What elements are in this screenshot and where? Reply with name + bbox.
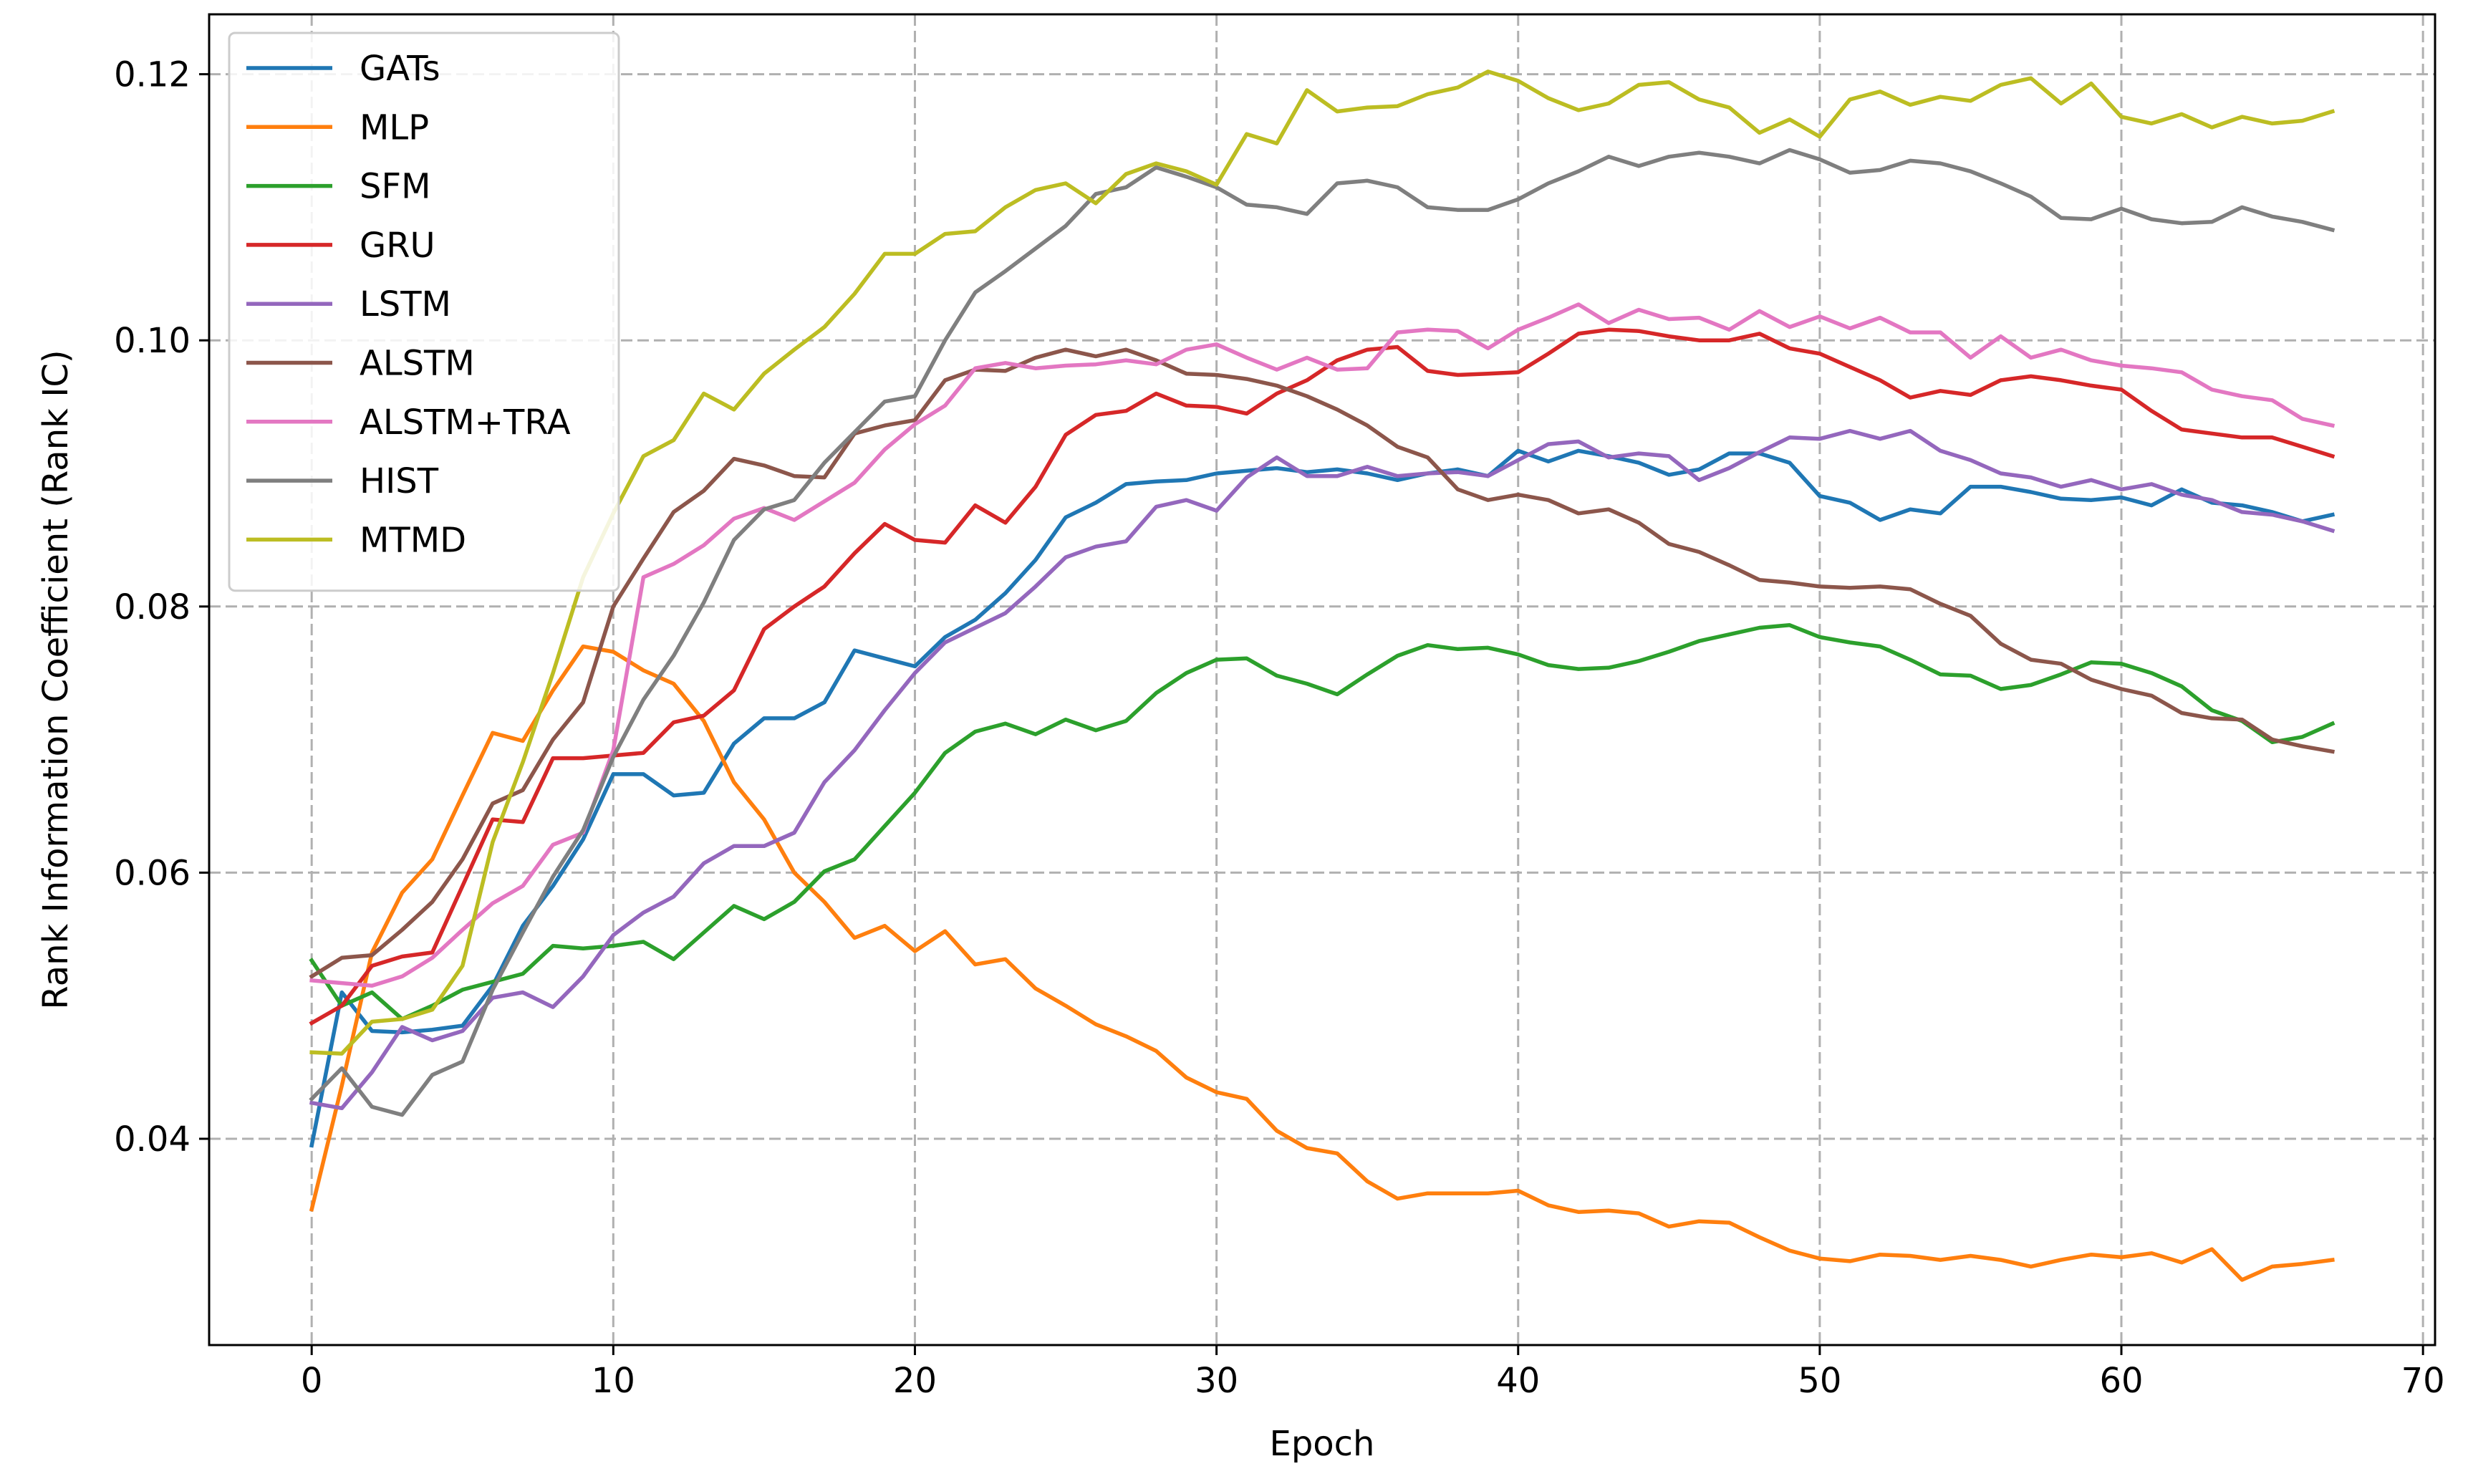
x-axis: 0 10 20 30 40 50 60 70 (301, 1345, 2445, 1401)
y-tick-label: 0.12 (114, 55, 191, 95)
legend-label-gats: GATs (360, 49, 440, 89)
series-line-gru (309, 327, 2336, 1026)
series-line-lstm (309, 428, 2336, 1111)
legend-label-hist: HIST (360, 461, 439, 501)
series-line-alstm (309, 347, 2335, 980)
x-tick-label: 70 (2401, 1361, 2445, 1401)
x-tick-label: 10 (592, 1361, 635, 1401)
series-line-alstm-tra (309, 302, 2336, 988)
series-line-mtmd (309, 69, 2336, 1056)
legend-box (228, 32, 620, 592)
series-line-mlp (309, 644, 2335, 1282)
legend-label-alstm-tra: ALSTM+TRA (360, 403, 571, 443)
legend-label-lstm: LSTM (360, 284, 451, 324)
legend: GATs MLP SFM GRU LSTM ALSTM ALSTM+TRA HIST MTMD (228, 32, 620, 592)
y-tick-label: 0.06 (114, 853, 191, 893)
x-tick-label: 30 (1195, 1361, 1238, 1401)
x-tick-label: 40 (1496, 1361, 1540, 1401)
y-tick-label: 0.04 (114, 1119, 191, 1160)
legend-label-mlp: MLP (360, 107, 429, 148)
y-axis: 0.04 0.06 0.08 0.10 0.12 (114, 55, 209, 1160)
x-tick-label: 50 (1798, 1361, 1841, 1401)
legend-label-sfm: SFM (360, 167, 431, 207)
plot-frame (208, 13, 2436, 1346)
x-tick-label: 20 (893, 1361, 937, 1401)
series-line-hist (309, 148, 2336, 1117)
grid (209, 14, 2435, 1345)
x-tick-label: 0 (301, 1361, 323, 1401)
x-axis-title: Epoch (1270, 1424, 1375, 1464)
legend-label-alstm: ALSTM (360, 344, 475, 384)
legend-label-gru: GRU (360, 226, 435, 266)
y-tick-label: 0.08 (114, 587, 191, 627)
series-lines (309, 69, 2336, 1282)
legend-label-mtmd: MTMD (360, 520, 466, 560)
x-tick-label: 60 (2099, 1361, 2143, 1401)
y-tick-label: 0.10 (114, 321, 191, 361)
series-line-gats (309, 448, 2336, 1148)
y-axis-title: Rank Information Coefficient (Rank IC) (36, 350, 76, 1009)
series-line-sfm (309, 623, 2336, 1021)
